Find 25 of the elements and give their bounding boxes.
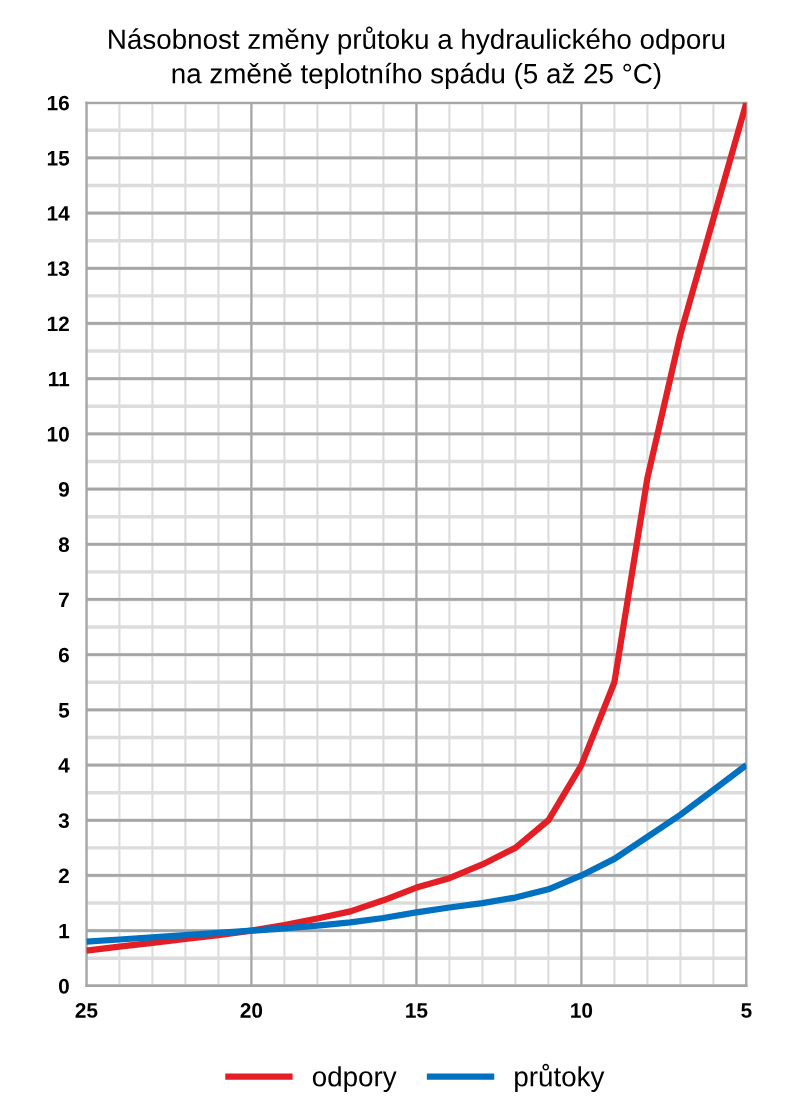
legend-label: průtoky — [515, 1063, 605, 1093]
x-tick-label: 25 — [75, 1003, 98, 1018]
y-tick-label: 10 — [47, 426, 69, 442]
y-tick-label: 9 — [58, 482, 69, 497]
y-tick-label: 14 — [47, 206, 70, 221]
y-tick-label: 16 — [47, 95, 69, 111]
y-tick-label: 6 — [58, 647, 69, 663]
y-tick-label: 15 — [47, 151, 70, 166]
x-tick-label: 5 — [741, 1003, 752, 1018]
y-tick-label: 3 — [58, 813, 69, 829]
y-tick-label: 0 — [58, 978, 69, 994]
y-tick-label: 8 — [58, 537, 70, 553]
x-tick-label: 15 — [406, 1003, 428, 1018]
chart-title: Násobnost změny průtoku a hydraulického odporu na změně teplotního spádu (5 až 25 °C) — [109, 26, 725, 89]
y-tick-label: 4 — [58, 758, 70, 773]
y-tick-label: 2 — [58, 868, 69, 884]
y-tick-label: 11 — [49, 371, 70, 387]
y-tick-label: 7 — [59, 592, 69, 608]
legend-label: odpory — [312, 1066, 397, 1093]
y-tick-label: 12 — [47, 316, 69, 332]
y-tick-label: 13 — [47, 261, 69, 277]
y-tick-label: 5 — [58, 703, 70, 718]
y-tick-label: 1 — [59, 923, 70, 939]
x-tick-label: 20 — [240, 1003, 263, 1018]
x-tick-label: 10 — [571, 1003, 593, 1018]
